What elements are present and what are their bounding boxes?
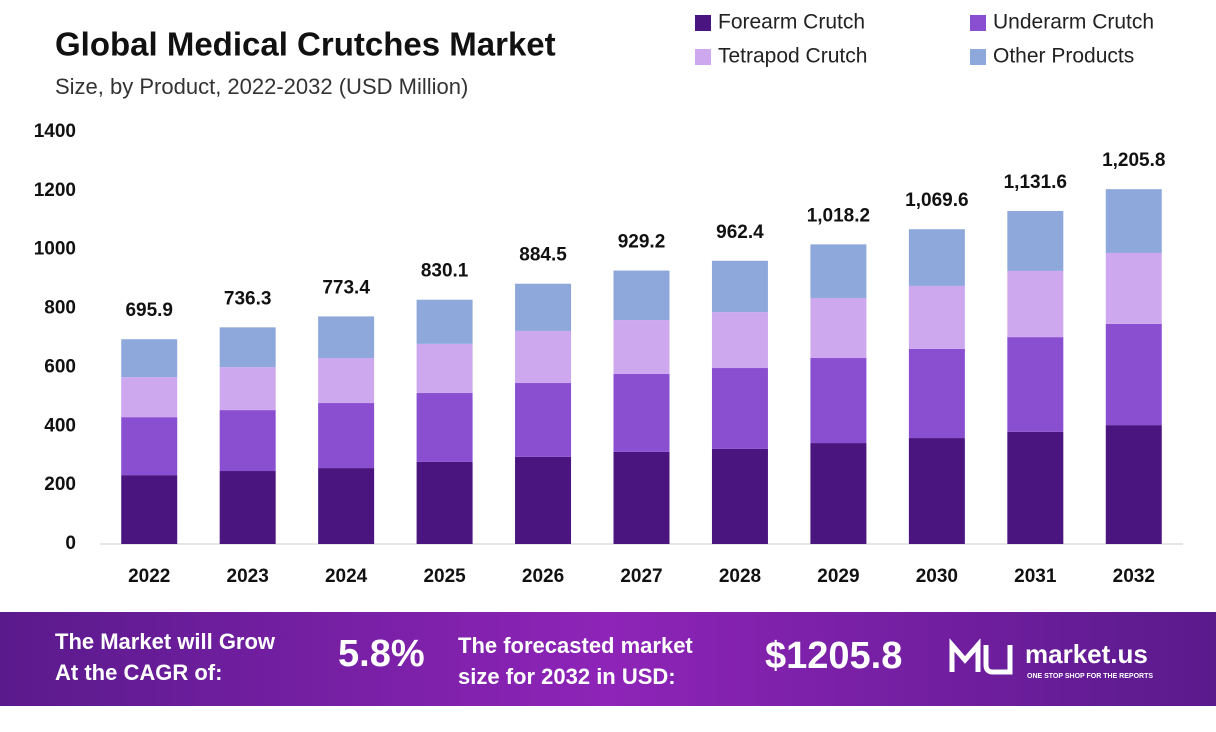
- total-label: 929.2: [618, 232, 666, 253]
- legend-swatch: [695, 49, 711, 65]
- total-label: 1,131.6: [1004, 172, 1067, 193]
- total-label: 736.3: [224, 288, 272, 309]
- x-tick-label: 2024: [325, 566, 368, 587]
- x-tick-label: 2030: [916, 566, 958, 587]
- total-label: 830.1: [421, 261, 469, 282]
- footer-banner: [0, 612, 1216, 706]
- bar-segment: [318, 316, 375, 359]
- bar-segment: [1105, 425, 1162, 544]
- x-tick-label: 2025: [423, 566, 466, 587]
- chart-title: Global Medical Crutches Market: [55, 26, 556, 63]
- bar-segment: [515, 456, 572, 544]
- bar-segment: [613, 451, 670, 544]
- total-label: 1,069.6: [905, 190, 968, 211]
- plot: 0 200 400 600 800 1000 1200 1400 Forearm Crutch U…: [34, 11, 1183, 587]
- total-label: 1,018.2: [807, 205, 870, 226]
- bar-segment: [219, 471, 276, 544]
- y-tick-label: 200: [44, 474, 76, 495]
- y-tick-label: 1200: [34, 180, 76, 201]
- bar-segment: [810, 244, 867, 298]
- bar-segment: [416, 461, 473, 544]
- total-label: 695.9: [125, 300, 173, 321]
- footer-forecast: $1205.8: [765, 635, 902, 677]
- bar-segment: [1007, 210, 1064, 271]
- bar-segment: [1007, 270, 1064, 338]
- bar-segment: [908, 285, 965, 349]
- total-label: 884.5: [519, 245, 567, 266]
- bar-segment: [711, 368, 768, 449]
- chart-subtitle: Size, by Product, 2022-2032 (USD Million…: [55, 74, 468, 99]
- bar-segment: [711, 312, 768, 369]
- total-label: 962.4: [716, 222, 764, 243]
- footer-text: The forecasted market: [458, 633, 693, 658]
- brand: market.us: [1025, 639, 1148, 669]
- x-tick-label: 2026: [522, 566, 564, 587]
- x-tick-label: 2027: [620, 566, 662, 587]
- y-tick-label: 0: [65, 533, 76, 554]
- bar-segment: [416, 343, 473, 394]
- total-label: 1,205.8: [1102, 150, 1165, 171]
- bar-segment: [219, 327, 276, 368]
- footer-text: The Market will Grow: [55, 629, 276, 654]
- x-tick-label: 2031: [1014, 566, 1057, 587]
- legend-swatch: [970, 15, 986, 31]
- bar-segment: [318, 403, 375, 469]
- legend-swatch: [695, 15, 711, 31]
- footer-text: size for 2032 in USD:: [458, 664, 676, 689]
- bar-segment: [416, 393, 473, 462]
- bar-segment: [810, 297, 867, 359]
- brand-logo: [949, 638, 1013, 675]
- y-tick-label: 400: [44, 415, 76, 436]
- bar-segment: [613, 373, 670, 452]
- legend-label: Underarm Crutch: [993, 11, 1154, 34]
- bar-segment: [810, 358, 867, 444]
- x-tick-label: 2023: [227, 566, 269, 587]
- x-tick-label: 2022: [128, 566, 170, 587]
- legend-swatch: [970, 49, 986, 65]
- bar-segment: [1105, 252, 1162, 324]
- bar-segment: [318, 468, 375, 544]
- bar-segment: [121, 377, 178, 418]
- bar-segment: [908, 348, 965, 439]
- bar-segment: [121, 417, 178, 476]
- legend-label: Forearm Crutch: [718, 11, 865, 34]
- bar-segment: [908, 438, 965, 544]
- y-tick-label: 600: [44, 356, 76, 377]
- bar-segment: [1007, 431, 1064, 544]
- y-tick-label: 1000: [34, 239, 76, 260]
- bar-segment: [515, 283, 572, 331]
- bar-segment: [318, 358, 375, 404]
- bar-segment: [1105, 189, 1162, 253]
- bar-segment: [219, 367, 276, 411]
- bar-segment: [908, 229, 965, 286]
- brand-tagline: ONE STOP SHOP FOR THE REPORTS: [1027, 673, 1153, 680]
- bar-segment: [416, 299, 473, 344]
- bar-segment: [613, 270, 670, 321]
- x-tick-label: 2032: [1113, 566, 1155, 587]
- bar-segment: [1007, 337, 1064, 432]
- bar-segment: [219, 410, 276, 472]
- bar-segment: [711, 260, 768, 313]
- total-label: 773.4: [322, 277, 370, 298]
- bar-segment: [121, 475, 178, 544]
- legend-label: Tetrapod Crutch: [718, 45, 867, 68]
- bar-segment: [613, 320, 670, 374]
- x-tick-label: 2029: [817, 566, 859, 587]
- bar-segment: [515, 383, 572, 457]
- x-tick-label: 2028: [719, 566, 761, 587]
- bar-segment: [121, 339, 178, 378]
- footer-cagr: 5.8%: [338, 633, 425, 675]
- bar-segment: [810, 443, 867, 544]
- bar-segment: [1105, 323, 1162, 426]
- footer-text: At the CAGR of:: [55, 660, 222, 685]
- bar-segment: [711, 448, 768, 544]
- y-tick-label: 1400: [34, 121, 76, 142]
- bar-segment: [515, 330, 572, 384]
- y-tick-label: 800: [44, 298, 76, 319]
- legend-label: Other Products: [993, 45, 1134, 68]
